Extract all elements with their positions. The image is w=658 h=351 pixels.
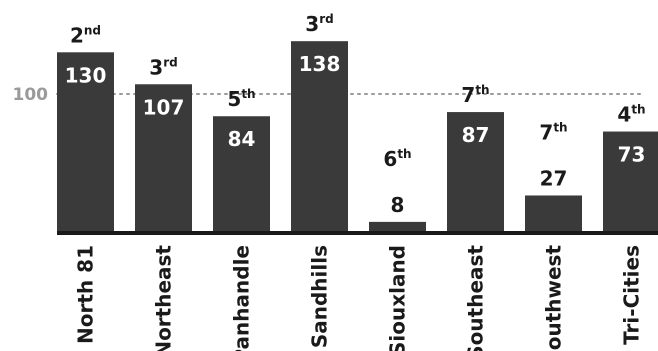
bar <box>369 221 426 233</box>
rank-label: 2nd <box>70 23 101 47</box>
rank-label: 5th <box>227 87 255 111</box>
labels-layer: 130 2nd North 81 107 3rd Northeast 84 5th Panhan… <box>65 12 646 351</box>
category-label: Southwest <box>542 245 566 351</box>
bar <box>525 195 582 233</box>
bar <box>213 116 270 233</box>
bar-value-label: 138 <box>299 52 341 76</box>
category-label: North 81 <box>74 245 98 344</box>
bar-value-label: 130 <box>65 63 107 87</box>
reference-line-label: 100 <box>13 85 49 105</box>
category-label: Siouxland <box>386 245 410 351</box>
rank-label: 7th <box>461 83 489 107</box>
bar <box>57 52 114 233</box>
rank-label: 4th <box>617 103 645 127</box>
bar-value-label: 27 <box>540 166 568 190</box>
category-label: Northeast <box>152 245 176 351</box>
rank-label: 3rd <box>305 12 333 36</box>
category-label: Panhandle <box>230 245 254 351</box>
bar-value-label: 87 <box>462 123 490 147</box>
bar-value-label: 84 <box>228 127 256 151</box>
bar <box>447 112 504 233</box>
bar-value-label: 107 <box>143 95 185 119</box>
bar <box>291 41 348 234</box>
bar <box>603 131 658 233</box>
category-label: Southeast <box>464 245 488 351</box>
category-label: Sandhills <box>308 245 332 348</box>
bar <box>135 84 192 234</box>
category-label: Tri-Cities <box>620 245 644 345</box>
bars-layer <box>57 41 658 234</box>
rank-label: 6th <box>383 147 411 171</box>
bar-value-label: 8 <box>391 193 405 217</box>
rank-label: 7th <box>539 120 567 144</box>
bar-value-label: 73 <box>618 143 646 167</box>
rank-label: 3rd <box>149 55 177 79</box>
